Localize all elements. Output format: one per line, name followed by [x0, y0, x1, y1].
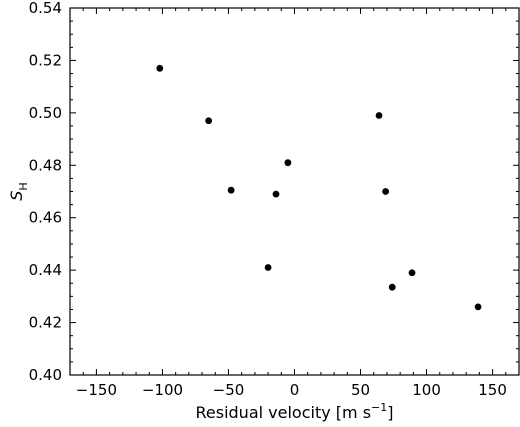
data-point — [375, 112, 383, 119]
y-axis-label-main: S — [7, 191, 26, 201]
x-tick-label: 50 — [351, 381, 370, 399]
x-axis-label-exponent: −1 — [371, 401, 387, 414]
x-tick-label: 0 — [290, 381, 300, 399]
x-tick-label: −50 — [213, 381, 245, 399]
y-tick-label: 0.44 — [29, 261, 62, 279]
x-axis-ticks: −150 −100 −50 0 50 100 150 — [69, 8, 520, 399]
plot-frame — [69, 7, 520, 376]
data-point — [205, 117, 213, 125]
y-axis-label: SH — [7, 182, 30, 200]
data-point — [474, 303, 482, 311]
y-tick-label: 0.54 — [29, 0, 62, 17]
data-point — [156, 64, 164, 72]
y-tick-label: 0.52 — [29, 51, 62, 69]
data-point — [272, 190, 280, 198]
x-tick-label: 150 — [478, 381, 507, 399]
y-axis-label-subscript: H — [17, 182, 30, 190]
y-axis-ticks: 0.40 0.42 0.44 0.46 0.48 0.50 0.52 0.54 — [29, 0, 519, 384]
data-point — [227, 186, 235, 194]
x-axis-label: Residual velocity [m s−1] — [196, 401, 394, 422]
data-point — [388, 283, 396, 291]
data-point — [264, 264, 272, 271]
data-point — [284, 159, 292, 167]
x-axis-label-main: Residual velocity [m s — [196, 403, 372, 422]
y-tick-label: 0.48 — [29, 156, 62, 174]
x-tick-label: 100 — [412, 381, 441, 399]
x-tick-label: −150 — [76, 381, 117, 399]
y-tick-label: 0.46 — [29, 209, 62, 227]
x-axis-label-close: ] — [387, 403, 393, 422]
y-tick-label: 0.40 — [29, 366, 62, 384]
data-point — [382, 188, 390, 195]
data-point — [408, 269, 416, 277]
y-tick-label: 0.50 — [29, 104, 62, 122]
data-points — [156, 64, 482, 311]
y-tick-label: 0.42 — [29, 314, 62, 332]
x-tick-label: −100 — [142, 381, 183, 399]
